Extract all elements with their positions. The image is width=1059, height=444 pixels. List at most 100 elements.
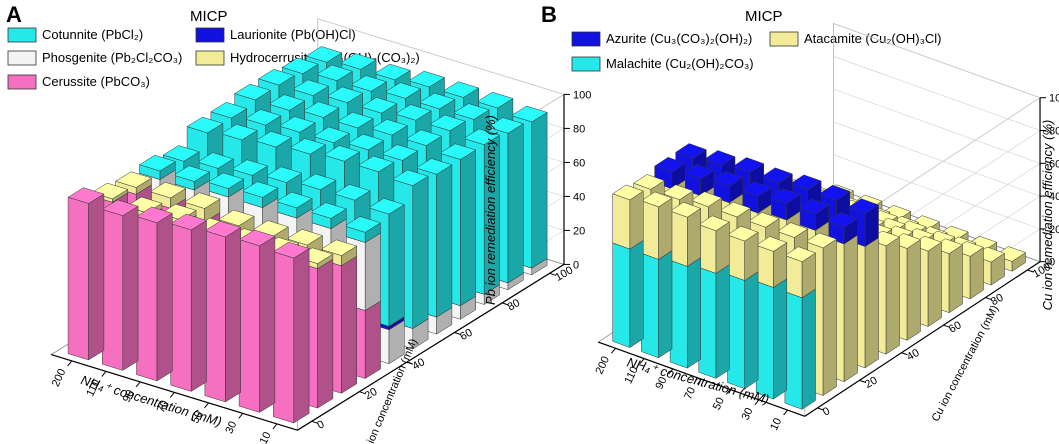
y-tick-label: 100 (553, 264, 575, 284)
z-tick-label: 0 (573, 259, 579, 271)
x-tick (668, 368, 674, 375)
y-tick-label: 40 (410, 356, 427, 373)
bar-top (776, 222, 809, 238)
x-tick (783, 409, 788, 416)
bar-front (755, 244, 774, 288)
x-tick-label: 70 (682, 385, 698, 401)
z-tick-label: 80 (1049, 126, 1059, 138)
bar-top (442, 81, 480, 98)
bar-segment (669, 201, 702, 267)
y-tick (311, 420, 318, 424)
bar-side (190, 219, 207, 392)
bar-segment (67, 187, 105, 361)
bar-top (254, 131, 292, 148)
bar-top (312, 126, 350, 144)
bar-front (641, 252, 659, 359)
legend-label: Cotunnite (PbCl₂) (42, 27, 143, 42)
y-tick-label: 80 (989, 292, 1006, 309)
x-tick-label: 90 (653, 375, 669, 391)
bar-top (360, 97, 398, 114)
bar-top (719, 201, 751, 218)
bar-top (439, 143, 477, 160)
y-tick (1027, 269, 1034, 273)
legend-label: Laurionite (Pb(OH)Cl) (230, 27, 356, 42)
x-tick (725, 389, 731, 395)
bar-top (344, 216, 382, 233)
x-tick-label: 90 (121, 388, 137, 404)
x-tick-label: 70 (155, 399, 171, 415)
bar-top (826, 212, 859, 228)
bar-top (135, 206, 173, 224)
panel-a: A MICP Cotunnite (PbCl₂) Laurionite (Pb(O… (6, 2, 591, 444)
bar-side (629, 239, 644, 348)
bar-top (633, 174, 665, 190)
bar-top (350, 75, 388, 92)
bar-segment (784, 282, 817, 410)
bar-front (238, 239, 260, 413)
bar-top (370, 119, 408, 136)
bar-top (675, 143, 707, 159)
bar-top (315, 64, 353, 82)
bar-top (415, 158, 453, 175)
bar-top (847, 198, 880, 214)
x-tick-label: 10 (768, 416, 784, 432)
bar-front (102, 209, 124, 371)
bar-top (336, 111, 374, 129)
bar-top (289, 138, 327, 155)
bar-top (669, 201, 702, 218)
x-tick (697, 378, 702, 385)
bar-top (818, 184, 851, 201)
bar-top (302, 101, 340, 118)
x-tick (101, 371, 107, 377)
bar-front (612, 193, 631, 250)
bar-side (122, 205, 139, 371)
bar-side (507, 123, 524, 284)
x-tick-label: 200 (593, 354, 612, 376)
bar-side (906, 239, 921, 341)
bar-top (278, 116, 316, 133)
x-tick (611, 347, 616, 354)
x-tick (272, 423, 278, 430)
bar-front (67, 196, 89, 361)
bar-segment (726, 265, 759, 390)
bar-front (727, 234, 745, 281)
bar-top (67, 187, 105, 204)
bar-segment (238, 229, 276, 413)
bar-side (687, 207, 701, 267)
bar-top (115, 171, 153, 188)
bar-segment (640, 191, 673, 260)
bar-top (333, 184, 371, 201)
bar-top (272, 241, 310, 259)
bar-segment (682, 164, 715, 197)
bar-top (640, 191, 673, 208)
y-tick (943, 324, 950, 328)
y-tick (985, 297, 992, 301)
bar-top (204, 220, 242, 238)
x-tick-label: 50 (189, 409, 205, 425)
y-tick-label: 60 (458, 327, 475, 344)
bar-top (234, 83, 272, 101)
bar-segment (204, 220, 242, 403)
legend-label: Phosgenite (Pb₂Cl₂CO₃) (42, 50, 182, 65)
panel-b-bars (612, 143, 1027, 410)
panel-a-z-label: Pb ion remediation efficiency (%) (483, 115, 498, 305)
z-tick-label: 0 (1049, 257, 1055, 269)
z-tick-label: 20 (573, 225, 585, 237)
legend-label: Malachite (Cu₂(OH)₂CO₃) (606, 56, 754, 71)
bar-top (405, 129, 443, 146)
legend-label: Cerussite (PbCO₃) (42, 74, 150, 89)
bar-side (927, 241, 942, 327)
bar-segment (640, 244, 673, 359)
bar-top (654, 157, 686, 173)
y-tick (359, 391, 366, 395)
bar-segment (309, 202, 347, 230)
bar-front (698, 266, 717, 379)
bar-segment (135, 206, 173, 382)
bar-segment (173, 165, 211, 191)
bar-top (265, 166, 303, 183)
bar-top (196, 152, 234, 169)
y-tick-label: 80 (506, 297, 523, 314)
bar-top (138, 154, 176, 172)
y-tick (549, 272, 556, 276)
